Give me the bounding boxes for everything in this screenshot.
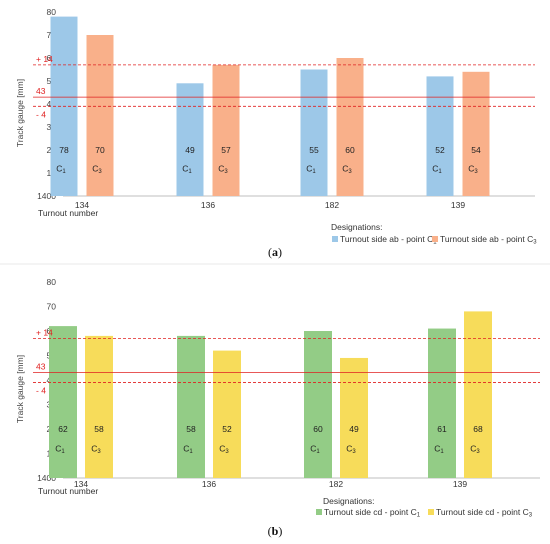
- y-tick-label: 70: [47, 302, 57, 312]
- bar-series-label: C3: [91, 444, 101, 456]
- bar-value-label: 60: [313, 424, 323, 434]
- legend-swatch: [332, 236, 338, 242]
- x-tick-label: 139: [451, 200, 465, 210]
- bar-series-label: C1: [183, 444, 193, 456]
- bar-c1-139: [428, 328, 456, 478]
- x-tick-label: 182: [329, 479, 343, 489]
- y-tick-label: 1400: [37, 473, 56, 483]
- bar-value-label: 52: [435, 145, 445, 155]
- figure-caption: (b): [268, 524, 283, 538]
- bar-value-label: 58: [186, 424, 196, 434]
- legend-label: Turnout side ab - point C1: [340, 234, 437, 246]
- reference-label: 43: [36, 86, 46, 96]
- legend-swatch: [432, 236, 438, 242]
- legend-label: Turnout side cd - point C3: [436, 507, 533, 519]
- bar-series-label: C1: [306, 163, 316, 175]
- bar-value-label: 60: [345, 145, 355, 155]
- bar-c3-139: [462, 71, 490, 196]
- x-tick-label: 134: [74, 479, 88, 489]
- x-tick-label: 139: [453, 479, 467, 489]
- chart-a: 14001020304050607080Track gauge [mm]78C1…: [15, 7, 537, 259]
- x-tick-label: 134: [75, 200, 89, 210]
- legend-swatch: [316, 509, 322, 515]
- bar-value-label: 70: [95, 145, 105, 155]
- bar-c3-139: [464, 311, 492, 478]
- bar-series-label: C1: [182, 163, 192, 175]
- legend-swatch: [428, 509, 434, 515]
- legend-title: Designations:: [323, 496, 375, 506]
- bar-series-label: C1: [56, 163, 66, 175]
- bar-c1-182: [304, 331, 332, 478]
- bar-c1-136: [177, 335, 205, 478]
- bar-c1-182: [300, 69, 328, 196]
- reference-label: 43: [36, 362, 46, 372]
- bar-c3-182: [336, 58, 364, 196]
- bar-c3-136: [212, 64, 240, 197]
- reference-label: - 4: [36, 109, 46, 119]
- y-tick-label: 80: [47, 277, 57, 287]
- bar-value-label: 68: [473, 424, 483, 434]
- chart-b: 14001020304050607080Track gauge [mm]62C1…: [15, 277, 540, 538]
- bar-value-label: 49: [349, 424, 359, 434]
- x-tick-label: 136: [202, 479, 216, 489]
- bar-series-label: C1: [434, 444, 444, 456]
- bar-c1-136: [176, 83, 204, 196]
- bar-value-label: 52: [222, 424, 232, 434]
- bar-series-label: C3: [470, 444, 480, 456]
- bar-c3-134: [85, 335, 113, 478]
- y-tick-label: 1400: [37, 191, 56, 201]
- x-tick-label: 136: [201, 200, 215, 210]
- y-tick-label: 80: [47, 7, 57, 17]
- y-axis-title: Track gauge [mm]: [15, 355, 25, 423]
- bar-value-label: 58: [94, 424, 104, 434]
- bar-series-label: C3: [219, 444, 229, 456]
- bar-value-label: 55: [309, 145, 319, 155]
- figure-caption: (a): [268, 245, 282, 259]
- bar-c1-134: [49, 326, 77, 478]
- bar-series-label: C3: [92, 163, 102, 175]
- bar-series-label: C3: [342, 163, 352, 175]
- bar-c3-136: [213, 350, 241, 478]
- bar-series-label: C3: [218, 163, 228, 175]
- x-tick-label: 182: [325, 200, 339, 210]
- bar-value-label: 57: [221, 145, 231, 155]
- bar-value-label: 61: [437, 424, 447, 434]
- bar-series-label: C3: [468, 163, 478, 175]
- reference-label: + 14: [36, 327, 53, 337]
- bar-value-label: 78: [59, 145, 69, 155]
- legend-label: Turnout side cd - point C1: [324, 507, 421, 519]
- bar-value-label: 49: [185, 145, 195, 155]
- bar-series-label: C1: [310, 444, 320, 456]
- y-axis-title: Track gauge [mm]: [15, 79, 25, 147]
- bar-series-label: C1: [55, 444, 65, 456]
- legend-title: Designations:: [331, 222, 383, 232]
- x-axis-title: Turnout number: [38, 486, 98, 496]
- bar-value-label: 62: [58, 424, 68, 434]
- bar-c3-182: [340, 357, 368, 478]
- bar-c1-139: [426, 76, 454, 196]
- reference-label: - 4: [36, 385, 46, 395]
- x-axis-title: Turnout number: [38, 208, 98, 218]
- bar-c3-134: [86, 35, 114, 196]
- legend-label: Turnout side ab - point C3: [440, 234, 537, 246]
- bar-series-label: C1: [432, 163, 442, 175]
- bar-series-label: C3: [346, 444, 356, 456]
- bar-value-label: 54: [471, 145, 481, 155]
- reference-label: + 14: [36, 54, 53, 64]
